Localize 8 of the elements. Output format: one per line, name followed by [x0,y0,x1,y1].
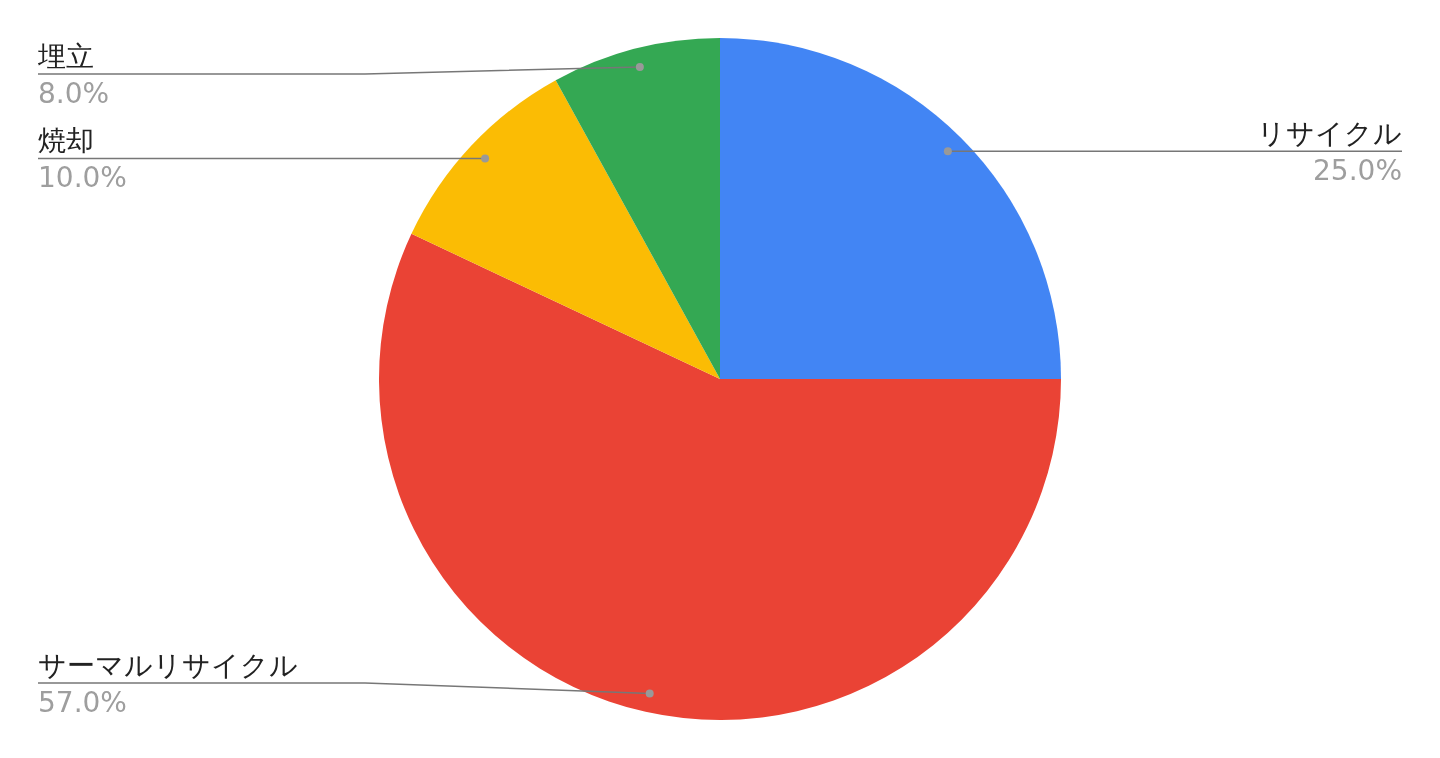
data-label: 25.0% [1313,154,1402,188]
slice-label: 焼却 [38,124,94,158]
slice-label: リサイクル [1257,117,1402,151]
slice-label: サーマルリサイクル [38,649,298,682]
data-label: 8.0% [38,77,110,110]
slice-label: 埋立 [37,40,94,73]
data-label: 10.0% [38,161,127,195]
data-label: 57.0% [38,686,127,719]
